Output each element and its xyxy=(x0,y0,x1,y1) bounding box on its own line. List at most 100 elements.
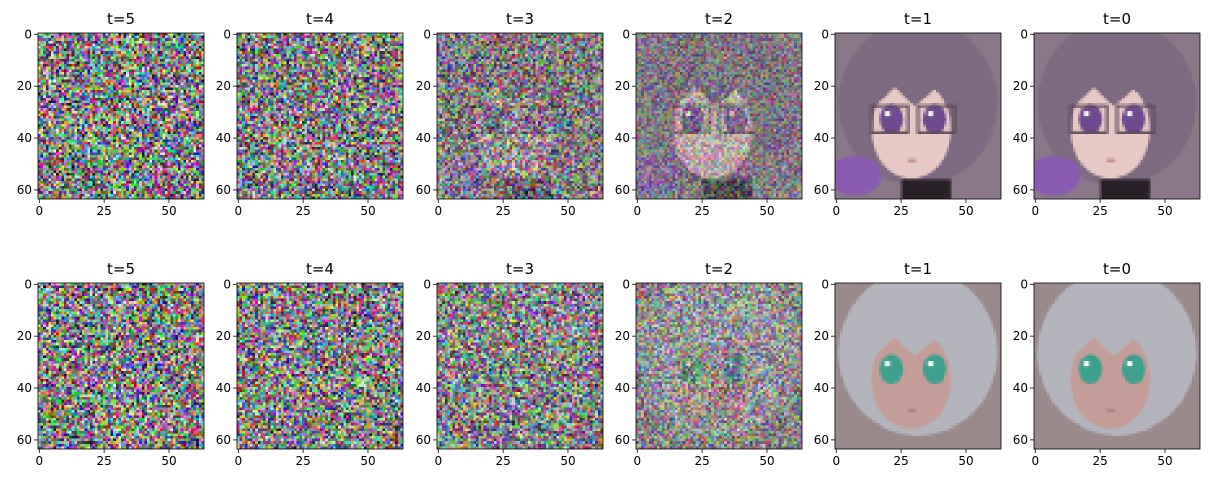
panel-frame xyxy=(37,282,205,450)
panel-title: t=2 xyxy=(705,10,733,28)
y-tick-label: 20 xyxy=(814,329,829,343)
panel-row-2-2: t=4 0 25 50 0 20 40 60 xyxy=(216,260,404,468)
panel-frame xyxy=(37,32,205,200)
x-tick-label: 0 xyxy=(832,454,840,468)
x-tick-label: 50 xyxy=(759,454,774,468)
panel-row-1-6: t=0 0 25 50 0 20 40 60 xyxy=(1013,10,1201,218)
y-tick-label: 20 xyxy=(216,79,231,93)
x-tick-label: 0 xyxy=(234,204,242,218)
panel-row-2-3: t=3 0 25 50 0 20 40 60 xyxy=(416,260,604,468)
y-tick-label: 0 xyxy=(622,27,630,41)
y-tick-label: 60 xyxy=(416,433,431,447)
y-tick-label: 60 xyxy=(216,183,231,197)
panel-row-2-4: t=2 0 25 50 0 20 40 60 xyxy=(615,260,803,468)
y-tick-label: 40 xyxy=(814,131,829,145)
x-tick-label: 25 xyxy=(1093,454,1108,468)
y-tick-label: 20 xyxy=(17,79,32,93)
x-tick-label: 25 xyxy=(496,454,511,468)
y-tick-label: 0 xyxy=(423,277,431,291)
y-tick-label: 20 xyxy=(615,329,630,343)
panel-title: t=1 xyxy=(904,260,932,278)
x-tick-label: 50 xyxy=(958,454,973,468)
y-tick-label: 40 xyxy=(17,381,32,395)
panel-row-2-5: t=1 0 25 50 0 20 40 60 xyxy=(814,260,1002,468)
panel-frame xyxy=(635,32,803,200)
panel-image xyxy=(38,283,204,449)
panel-frame xyxy=(236,32,404,200)
y-tick-label: 60 xyxy=(17,433,32,447)
x-tick-label: 25 xyxy=(97,454,112,468)
panel-title: t=4 xyxy=(306,260,334,278)
panel-row-1-4: t=2 0 25 50 0 20 40 60 xyxy=(615,10,803,218)
x-tick-label: 25 xyxy=(97,204,112,218)
panel-row-1-5: t=1 0 25 50 0 20 40 60 xyxy=(814,10,1002,218)
y-tick-label: 40 xyxy=(615,381,630,395)
y-tick-label: 0 xyxy=(24,277,32,291)
y-tick-label: 0 xyxy=(1020,277,1028,291)
panel-image xyxy=(237,33,403,199)
panel-frame xyxy=(635,282,803,450)
panel-title: t=1 xyxy=(904,10,932,28)
panel-row-2-1: t=5 0 25 50 0 20 40 60 xyxy=(17,260,205,468)
panel-title: t=0 xyxy=(1103,10,1131,28)
panel-image xyxy=(835,283,1001,449)
figure-row-2: t=5 0 25 50 0 20 40 60 t=4 0 25 50 0 20 40 60 t=3 0 25 50 0 2… xyxy=(17,260,1201,468)
x-tick-label: 25 xyxy=(695,454,710,468)
x-tick-label: 50 xyxy=(1157,454,1172,468)
figure-row-1: t=5 0 25 50 0 20 40 60 t=4 0 25 50 0 20 40 60 t=3 0 25 50 0 2… xyxy=(17,10,1201,218)
x-tick-label: 25 xyxy=(496,204,511,218)
panel-frame xyxy=(1033,282,1201,450)
x-tick-label: 0 xyxy=(434,454,442,468)
panel-image xyxy=(38,33,204,199)
y-tick-label: 60 xyxy=(1013,433,1028,447)
y-tick-label: 0 xyxy=(1020,27,1028,41)
x-tick-label: 50 xyxy=(759,204,774,218)
panel-frame xyxy=(436,32,604,200)
x-tick-label: 50 xyxy=(161,454,176,468)
x-tick-label: 0 xyxy=(234,454,242,468)
y-tick-label: 0 xyxy=(223,277,231,291)
y-tick-label: 40 xyxy=(814,381,829,395)
x-tick-label: 50 xyxy=(560,204,575,218)
panel-image xyxy=(1034,33,1200,199)
x-tick-label: 0 xyxy=(1031,454,1039,468)
panel-frame xyxy=(834,282,1002,450)
y-tick-label: 20 xyxy=(1013,79,1028,93)
panel-image xyxy=(1034,283,1200,449)
x-tick-label: 0 xyxy=(434,204,442,218)
y-tick-label: 40 xyxy=(416,131,431,145)
y-tick-label: 40 xyxy=(216,381,231,395)
y-tick-label: 0 xyxy=(821,277,829,291)
y-tick-label: 60 xyxy=(17,183,32,197)
panel-frame xyxy=(436,282,604,450)
panel-row-1-1: t=5 0 25 50 0 20 40 60 xyxy=(17,10,205,218)
x-tick-label: 25 xyxy=(296,204,311,218)
y-tick-label: 40 xyxy=(1013,131,1028,145)
panel-image xyxy=(437,283,603,449)
x-tick-label: 25 xyxy=(695,204,710,218)
y-tick-label: 40 xyxy=(216,131,231,145)
y-tick-label: 20 xyxy=(416,79,431,93)
y-tick-label: 20 xyxy=(814,79,829,93)
y-tick-label: 40 xyxy=(615,131,630,145)
panel-image xyxy=(636,283,802,449)
x-tick-label: 50 xyxy=(360,454,375,468)
x-tick-label: 25 xyxy=(894,454,909,468)
panel-image xyxy=(835,33,1001,199)
panel-row-1-3: t=3 0 25 50 0 20 40 60 xyxy=(416,10,604,218)
y-tick-label: 20 xyxy=(615,79,630,93)
y-tick-label: 0 xyxy=(622,277,630,291)
y-tick-label: 60 xyxy=(814,183,829,197)
x-tick-label: 25 xyxy=(296,454,311,468)
y-tick-label: 40 xyxy=(17,131,32,145)
y-tick-label: 40 xyxy=(1013,381,1028,395)
panel-image xyxy=(437,33,603,199)
x-tick-label: 25 xyxy=(1093,204,1108,218)
x-tick-label: 0 xyxy=(633,454,641,468)
x-tick-label: 0 xyxy=(35,204,43,218)
x-tick-label: 0 xyxy=(35,454,43,468)
y-tick-label: 60 xyxy=(416,183,431,197)
panel-frame xyxy=(834,32,1002,200)
x-tick-label: 0 xyxy=(633,204,641,218)
